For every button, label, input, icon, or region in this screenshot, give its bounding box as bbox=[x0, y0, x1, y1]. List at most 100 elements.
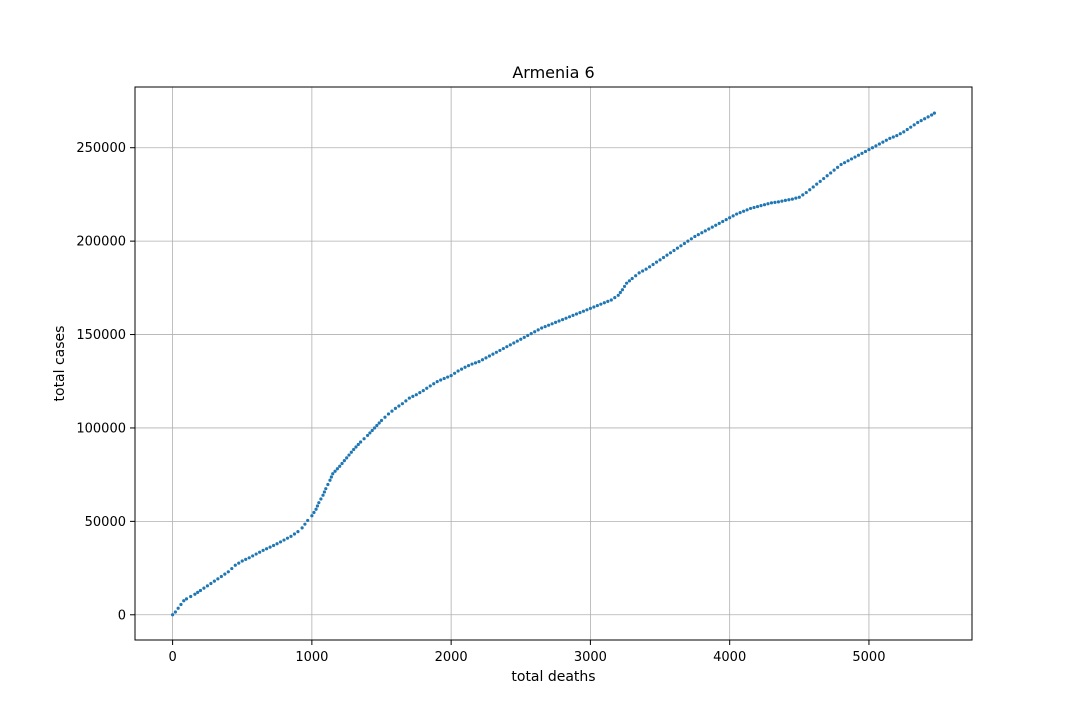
data-point bbox=[585, 308, 589, 312]
data-point bbox=[289, 534, 293, 538]
y-tick-label: 0 bbox=[118, 608, 126, 623]
data-point bbox=[303, 522, 307, 526]
data-point bbox=[808, 188, 812, 192]
data-point bbox=[661, 255, 666, 260]
data-point bbox=[846, 159, 850, 163]
data-point bbox=[668, 251, 673, 255]
data-point bbox=[310, 514, 314, 518]
data-point bbox=[466, 364, 471, 368]
data-point bbox=[783, 198, 787, 203]
data-point bbox=[776, 200, 781, 204]
data-point bbox=[285, 536, 290, 540]
data-point bbox=[216, 577, 220, 581]
data-point bbox=[202, 586, 206, 590]
data-point bbox=[404, 399, 408, 403]
data-point bbox=[881, 140, 885, 144]
data-point bbox=[335, 467, 340, 471]
data-point bbox=[282, 538, 286, 542]
data-point bbox=[606, 299, 610, 303]
data-point bbox=[634, 274, 638, 278]
data-point bbox=[672, 248, 676, 253]
data-point bbox=[696, 232, 700, 237]
data-point bbox=[620, 288, 625, 292]
data-point bbox=[790, 197, 794, 201]
grid-lines bbox=[135, 87, 972, 640]
y-tick-label: 50000 bbox=[85, 515, 126, 530]
data-point bbox=[644, 267, 648, 271]
data-point bbox=[368, 431, 372, 435]
data-point bbox=[728, 216, 732, 220]
data-point bbox=[244, 557, 248, 561]
data-point bbox=[742, 209, 746, 213]
data-point bbox=[501, 346, 505, 351]
data-point bbox=[340, 461, 344, 466]
data-point bbox=[400, 402, 404, 406]
data-point bbox=[647, 265, 652, 269]
data-point bbox=[536, 328, 540, 332]
data-point bbox=[870, 146, 875, 150]
data-point bbox=[909, 125, 913, 129]
data-point bbox=[182, 599, 186, 603]
data-point bbox=[902, 130, 906, 134]
data-point bbox=[529, 332, 533, 336]
data-point bbox=[599, 302, 603, 306]
data-point bbox=[533, 330, 537, 334]
data-point bbox=[641, 269, 645, 273]
data-point bbox=[383, 415, 387, 419]
data-point bbox=[505, 345, 509, 349]
data-point bbox=[519, 337, 523, 341]
data-point bbox=[333, 469, 337, 473]
data-point bbox=[794, 196, 798, 200]
data-point bbox=[470, 362, 474, 366]
data-point bbox=[759, 204, 763, 208]
data-point bbox=[359, 440, 363, 444]
data-point bbox=[397, 404, 401, 408]
data-point bbox=[540, 326, 544, 330]
data-point bbox=[372, 426, 377, 430]
data-point bbox=[317, 501, 321, 505]
data-point bbox=[526, 333, 530, 338]
x-tick-label: 3000 bbox=[574, 650, 607, 665]
data-point bbox=[393, 406, 398, 410]
data-point bbox=[379, 418, 384, 423]
data-point bbox=[446, 375, 450, 379]
data-point bbox=[780, 199, 784, 203]
data-point bbox=[755, 204, 760, 209]
x-tick-label: 0 bbox=[168, 650, 176, 665]
data-point bbox=[682, 241, 687, 246]
data-points bbox=[171, 111, 936, 617]
data-point bbox=[418, 391, 422, 395]
data-point bbox=[324, 487, 328, 491]
data-point bbox=[564, 316, 568, 320]
data-point bbox=[839, 162, 843, 167]
data-point bbox=[268, 545, 272, 549]
data-point bbox=[898, 132, 902, 136]
data-point bbox=[193, 592, 197, 596]
x-axis-ticks: 0 1000 2000 3000 4000 5000 bbox=[168, 640, 885, 665]
data-point bbox=[811, 185, 815, 189]
data-point bbox=[377, 421, 381, 425]
data-point bbox=[442, 376, 446, 381]
data-point bbox=[480, 358, 485, 362]
data-point bbox=[916, 120, 920, 125]
data-point bbox=[818, 179, 822, 183]
data-point bbox=[233, 563, 237, 567]
data-point bbox=[581, 309, 586, 313]
data-point bbox=[613, 296, 617, 300]
y-axis-label: total cases bbox=[52, 326, 68, 402]
y-tick-label: 150000 bbox=[76, 328, 126, 343]
data-point bbox=[296, 530, 300, 534]
data-point bbox=[923, 117, 927, 121]
data-point bbox=[477, 360, 481, 364]
data-point bbox=[494, 350, 499, 354]
data-point bbox=[557, 319, 561, 323]
data-point bbox=[179, 602, 183, 607]
data-point bbox=[863, 149, 868, 154]
data-point bbox=[196, 590, 200, 594]
y-tick-label: 200000 bbox=[76, 235, 126, 250]
data-point bbox=[209, 581, 213, 586]
data-point bbox=[637, 271, 641, 275]
data-point bbox=[421, 388, 425, 393]
data-point bbox=[184, 597, 189, 601]
